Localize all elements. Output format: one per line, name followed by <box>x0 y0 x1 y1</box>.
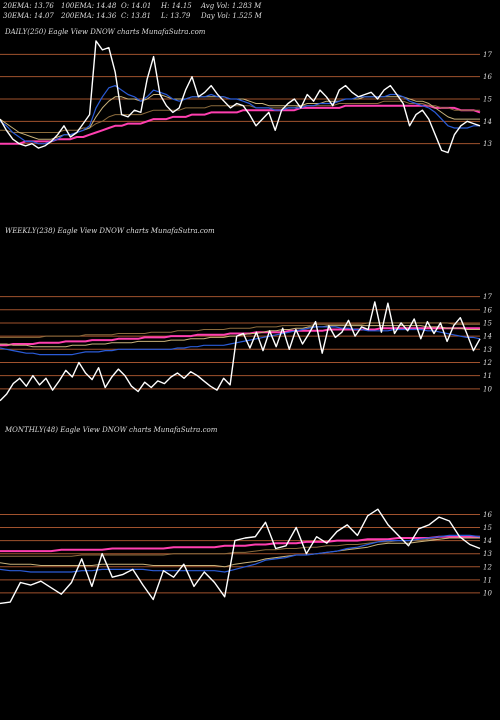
stat-ema100: 100EMA: 14.48 <box>61 2 117 10</box>
weekly-tick-label-11: 11 <box>483 372 492 380</box>
daily-chart: 13 14 15 16 17 <box>0 40 492 154</box>
weekly-tick-label-16: 16 <box>483 306 492 314</box>
stat-open: O: 14.01 <box>121 2 152 10</box>
monthly-ema30-line <box>0 537 480 568</box>
monthly-chart: 10 11 12 13 14 15 16 <box>0 508 492 605</box>
monthly-tick-label-15: 15 <box>483 524 492 532</box>
weekly-ema100-line <box>0 322 480 338</box>
daily-panel-title: DAILY(250) Eagle View DNOW charts Munafa… <box>5 28 206 36</box>
daily-ema200-line <box>0 104 481 145</box>
weekly-tick-label-14: 14 <box>483 333 492 341</box>
weekly-ema200-line <box>0 327 480 347</box>
monthly-tick-label-14: 14 <box>483 537 492 545</box>
daily-tick-label-15: 15 <box>483 96 492 104</box>
stat-low: L: 13.79 <box>161 12 191 20</box>
weekly-chart: 10 11 12 13 14 15 16 17 <box>0 293 492 402</box>
weekly-tick-label-15: 15 <box>483 319 492 327</box>
stat-avg-vol: Avg Vol: 1.283 M <box>201 2 262 10</box>
monthly-tick-label-11: 11 <box>483 576 492 584</box>
weekly-price-line <box>0 301 481 402</box>
daily-ema30-line <box>0 94 480 140</box>
weekly-tick-label-12: 12 <box>483 359 492 367</box>
monthly-tick-label-13: 13 <box>483 550 492 558</box>
monthly-tick-label-10: 10 <box>483 589 492 597</box>
daily-tick-label-14: 14 <box>483 118 492 126</box>
stat-high: H: 14.15 <box>161 2 192 10</box>
monthly-tick-label-16: 16 <box>483 511 492 519</box>
stat-ema20: 20EMA: 13.76 <box>3 2 54 10</box>
weekly-tick-label-10: 10 <box>483 385 492 393</box>
weekly-tick-label-13: 13 <box>483 346 492 354</box>
stat-close: C: 13.81 <box>121 12 151 20</box>
stat-ema30: 30EMA: 14.07 <box>3 12 54 20</box>
daily-tick-label-13: 13 <box>483 140 492 148</box>
monthly-ema20-line <box>0 534 481 573</box>
monthly-panel-title: MONTHLY(48) Eagle View DNOW charts Munaf… <box>5 426 218 434</box>
daily-tick-label-17: 17 <box>483 51 492 59</box>
weekly-tick-label-17: 17 <box>483 293 492 301</box>
weekly-ema20-line <box>0 326 481 356</box>
stat-day-vol: Day Vol: 1.525 M <box>201 12 262 20</box>
daily-price-line <box>0 40 481 154</box>
daily-tick-label-16: 16 <box>483 73 492 81</box>
stat-ema200: 200EMA: 14.36 <box>61 12 117 20</box>
monthly-tick-label-12: 12 <box>483 563 492 571</box>
monthly-price-line <box>0 508 481 605</box>
daily-ema20-line <box>0 84 480 145</box>
weekly-panel-title: WEEKLY(238) Eagle View DNOW charts Munaf… <box>5 227 215 235</box>
